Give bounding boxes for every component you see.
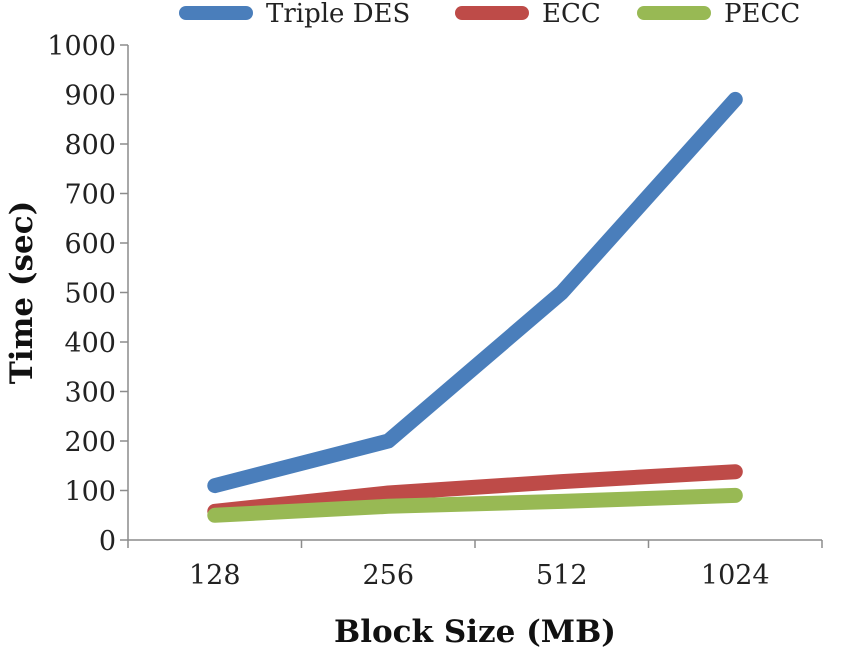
data-point [560, 500, 563, 503]
data-point [734, 98, 737, 101]
x-axis: 128 256 512 1024 [127, 539, 823, 591]
x-tick-label: 1024 [701, 560, 770, 591]
legend-label: ECC [542, 0, 601, 29]
x-tick-label: 128 [189, 560, 241, 591]
y-tick-label: 700 [64, 180, 116, 211]
data-point [560, 480, 563, 483]
y-tick-label: 500 [64, 279, 116, 310]
y-tick-label: 400 [64, 328, 116, 359]
y-tick-label: 100 [64, 477, 116, 508]
data-point [213, 514, 216, 517]
series-line-pecc [207, 487, 743, 523]
legend-label: Triple DES [266, 0, 410, 29]
y-tick-label: 0 [99, 526, 116, 557]
y-tick-label: 800 [64, 130, 116, 161]
x-axis-title: Block Size (MB) [334, 614, 616, 650]
data-point [734, 494, 737, 497]
y-tick-label: 300 [64, 378, 116, 409]
data-point [734, 470, 737, 473]
data-point [387, 440, 390, 442]
y-tick-label: 1000 [47, 31, 116, 62]
data-point [387, 491, 390, 494]
y-axis-title: Time (sec) [4, 201, 40, 385]
series-line-triple-des [207, 91, 743, 494]
data-point [560, 291, 563, 294]
y-tick-label: 600 [64, 229, 116, 260]
y-tick-label: 900 [64, 81, 116, 112]
series-line-ecc [207, 464, 743, 519]
series-group [207, 91, 743, 523]
data-point [213, 484, 216, 487]
y-tick-label: 200 [64, 427, 116, 458]
legend: Triple DES ECC PECC [179, 0, 800, 29]
data-point [387, 505, 390, 508]
y-axis: 0 100 200 300 400 500 600 700 800 900 1000 [47, 31, 129, 557]
x-tick-label: 512 [536, 560, 588, 591]
legend-label: PECC [724, 0, 800, 29]
x-tick-label: 256 [362, 560, 414, 591]
